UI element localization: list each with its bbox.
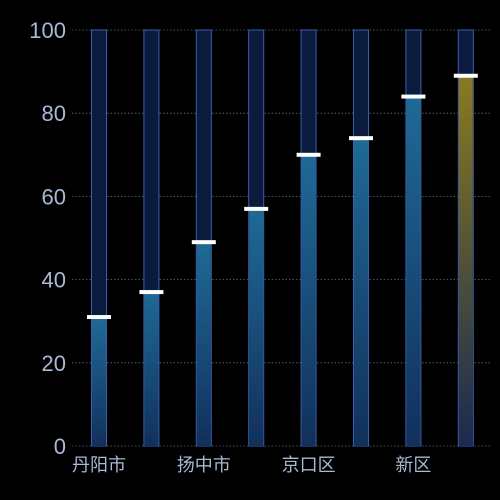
x-axis: 丹阳市 扬中市 京口区 新区: [72, 455, 431, 475]
bar-marker-0: [87, 315, 111, 320]
bar-marker-6: [401, 94, 426, 99]
bar-marker-3: [244, 206, 269, 211]
y-tick-label-0: 0: [54, 434, 66, 459]
y-tick-label-100: 100: [29, 18, 66, 43]
marker-layer: [87, 73, 478, 320]
y-tick-label-80: 80: [42, 101, 66, 126]
bar-0[interactable]: [92, 317, 106, 446]
bar-4[interactable]: [301, 154, 316, 447]
grid-layer: [72, 29, 492, 447]
x-tick-label-4: 京口区: [282, 455, 336, 475]
bar-marker-1: [139, 290, 164, 295]
bar-marker-5: [349, 136, 373, 141]
bar-marker-4: [296, 152, 321, 157]
y-axis: 0 20 40 60 80 100: [29, 18, 66, 459]
bar-3[interactable]: [249, 208, 264, 446]
y-tick-label-60: 60: [42, 184, 66, 209]
bar-5[interactable]: [354, 138, 368, 446]
bar-7[interactable]: [458, 75, 473, 446]
bar-marker-7: [453, 73, 478, 78]
y-tick-label-40: 40: [42, 268, 66, 293]
x-tick-label-6: 新区: [395, 455, 431, 475]
x-tick-label-2: 扬中市: [177, 455, 231, 475]
x-tick-label-0: 丹阳市: [72, 455, 126, 475]
bar-marker-2: [191, 240, 216, 245]
bar-1[interactable]: [144, 292, 159, 446]
bar-2[interactable]: [196, 242, 211, 446]
bar-layer: [92, 75, 473, 447]
bar-6[interactable]: [406, 96, 421, 446]
y-tick-label-20: 20: [42, 351, 66, 376]
